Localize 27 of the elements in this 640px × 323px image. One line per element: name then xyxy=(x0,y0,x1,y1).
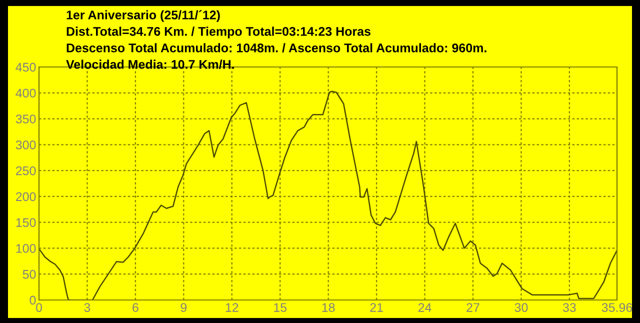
y-tick-label: 0 xyxy=(30,296,36,305)
x-tick-label: 24 xyxy=(418,303,432,312)
y-tick-label: 50 xyxy=(22,270,36,279)
y-tick-label: 350 xyxy=(16,114,36,124)
y-tick-label: 400 xyxy=(16,88,36,98)
x-tick-label: 15 xyxy=(274,303,287,312)
text: Dist.Total=34.76 Km. / Tiempo Total=03:14:23 Horas xyxy=(66,26,370,38)
x-tick-label: 21 xyxy=(370,303,383,312)
x-tick-label: 18 xyxy=(322,303,335,312)
text: Descenso Total Acumulado: 1048m. / Ascenso Total Acumulado: 960m. xyxy=(66,43,486,52)
x-tick-label: 30 xyxy=(514,303,528,312)
y-tick-label: 250 xyxy=(16,166,36,176)
annotation: Velocidad Media: 10.7 Km/H. xyxy=(66,60,234,69)
x-tick-label: 0 xyxy=(36,303,42,312)
x-tick-label: 6 xyxy=(132,303,138,312)
y-tick-label: 150 xyxy=(16,218,36,227)
x-tick-label: 27 xyxy=(466,303,480,312)
x-tick-label: 12 xyxy=(226,303,238,312)
x-tick-label: 9 xyxy=(180,303,187,312)
x-tick-label: 33 xyxy=(562,303,576,312)
y-tick-label: 300 xyxy=(16,140,36,150)
x-tick-label: 3 xyxy=(84,303,90,312)
y-tick-label: 200 xyxy=(16,192,36,202)
y-tick-label: 100 xyxy=(16,244,36,253)
chart-title: 1er Aniversario (25/11/´12) xyxy=(66,10,220,22)
x-tick-label: 35.96 xyxy=(602,303,632,312)
y-tick-label: 450 xyxy=(16,62,36,72)
